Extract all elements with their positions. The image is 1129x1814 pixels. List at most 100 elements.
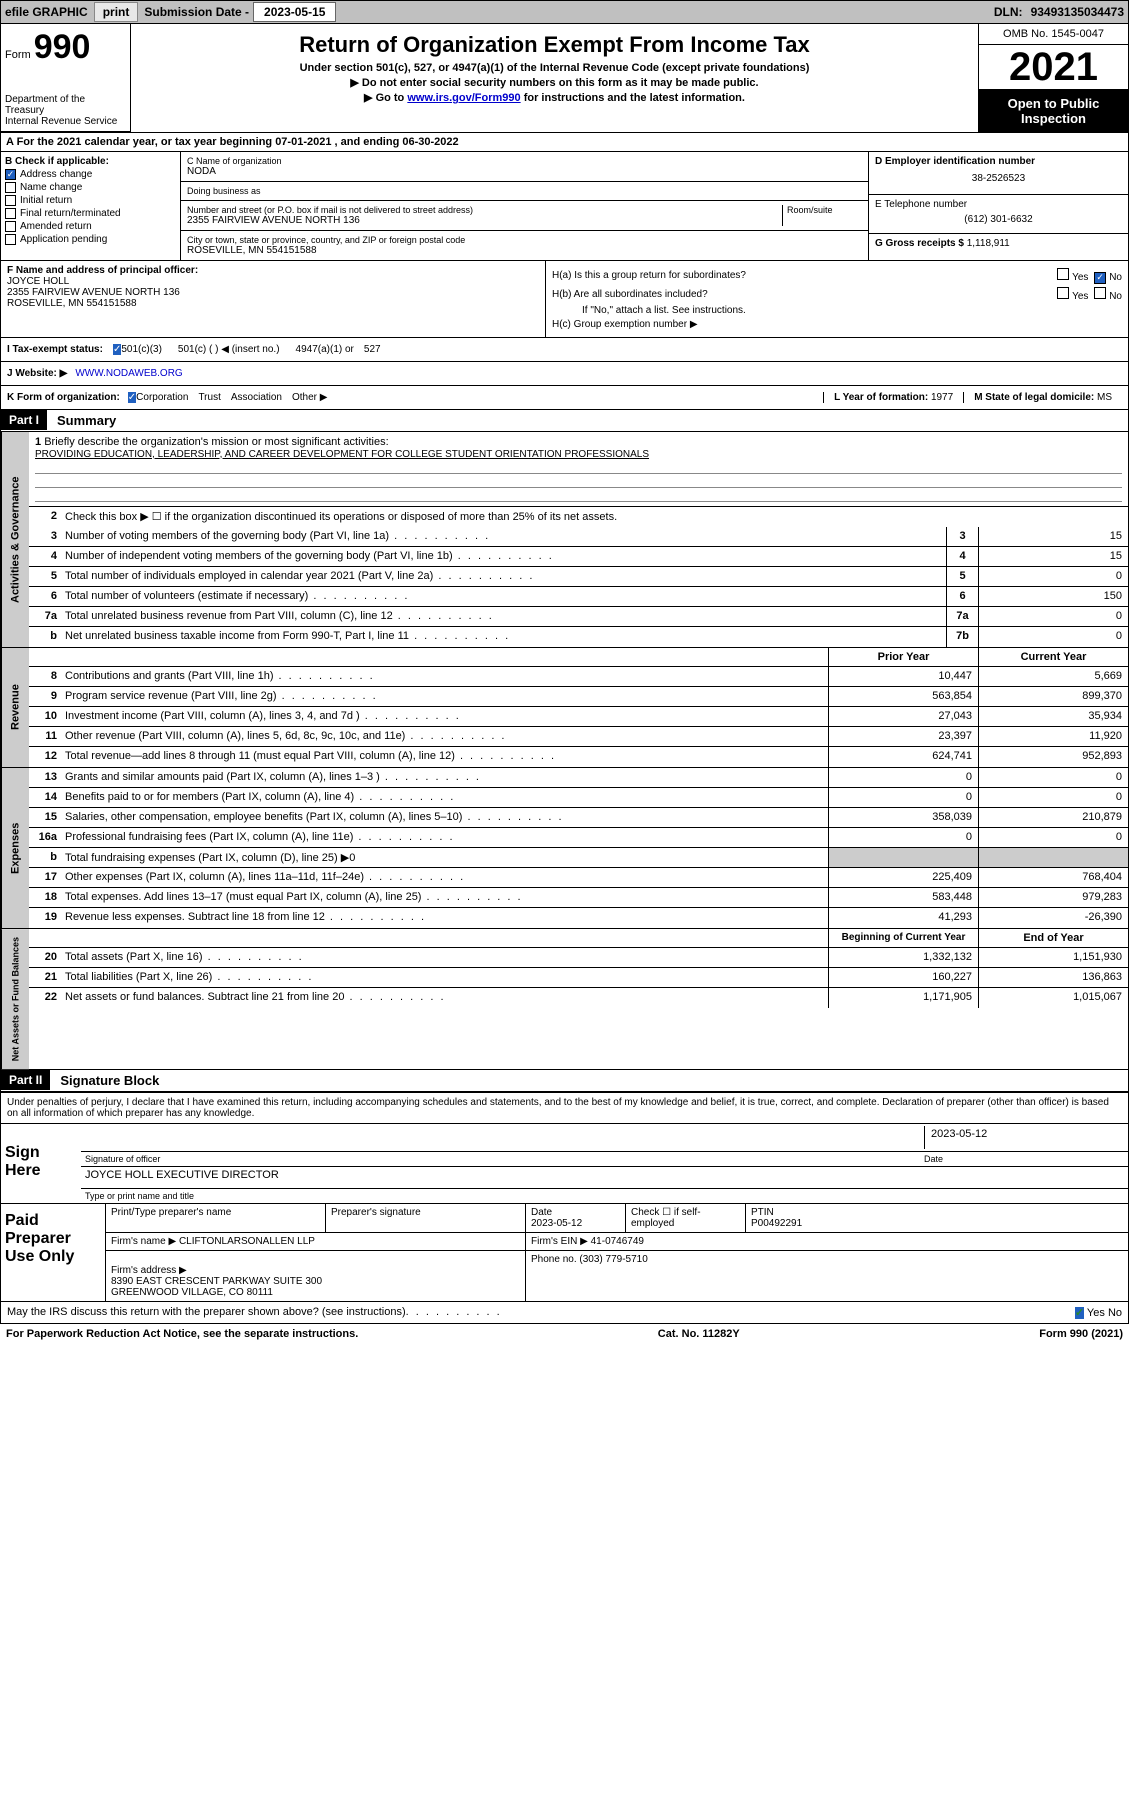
declaration-text: Under penalties of perjury, I declare th… <box>0 1093 1129 1124</box>
officer-name: JOYCE HOLL EXECUTIVE DIRECTOR <box>85 1169 279 1186</box>
prep-date-label: Date <box>531 1207 620 1218</box>
sig-officer-label: Signature of officer <box>85 1154 924 1164</box>
expense-line: 18Total expenses. Add lines 13–17 (must … <box>29 888 1128 908</box>
section-bcdeg: B Check if applicable: ✓Address changeNa… <box>0 152 1129 261</box>
expense-line: 15Salaries, other compensation, employee… <box>29 808 1128 828</box>
section-fh: F Name and address of principal officer:… <box>0 261 1129 338</box>
firm-name-value: CLIFTONLARSONALLEN LLP <box>179 1236 315 1247</box>
line2-desc: Check this box ▶ ☐ if the organization d… <box>61 507 1128 527</box>
b-check-item: Name change <box>5 182 176 193</box>
b-header: B Check if applicable: <box>5 156 176 167</box>
tax-exempt-status-row: I Tax-exempt status: ✓ 501(c)(3) 501(c) … <box>0 338 1129 362</box>
ha-no-checkbox[interactable]: ✓ <box>1094 272 1106 284</box>
form-subtitle-1: Under section 501(c), 527, or 4947(a)(1)… <box>139 62 970 74</box>
hc-label: H(c) Group exemption number ▶ <box>552 319 698 330</box>
website-link[interactable]: WWW.NODAWEB.ORG <box>75 368 182 379</box>
summary-line: 6Total number of volunteers (estimate if… <box>29 587 1128 607</box>
b-check-label: Name change <box>20 182 82 193</box>
hb-note: If "No," attach a list. See instructions… <box>552 305 1122 316</box>
hb-no-checkbox[interactable] <box>1094 287 1106 299</box>
part-1: Part I Summary Activities & Governance 1… <box>0 410 1129 1070</box>
city-label: City or town, state or province, country… <box>187 235 862 245</box>
d-value: 38-2526523 <box>875 167 1122 190</box>
vtab-expenses: Expenses <box>1 768 29 928</box>
col-end: End of Year <box>978 929 1128 947</box>
b-check-item: Initial return <box>5 195 176 206</box>
k-corp-checkbox[interactable]: ✓ <box>128 392 136 403</box>
dba-label: Doing business as <box>187 186 862 196</box>
sign-here-label: Sign Here <box>1 1124 81 1203</box>
part1-name: Summary <box>47 410 126 431</box>
net-assets-line: 22Net assets or fund balances. Subtract … <box>29 988 1128 1008</box>
part2-name: Signature Block <box>50 1070 169 1091</box>
room-label: Room/suite <box>787 205 858 215</box>
revenue-line: 8Contributions and grants (Part VIII, li… <box>29 667 1128 687</box>
phone-label: Phone no. <box>531 1254 577 1265</box>
summary-line: 4Number of independent voting members of… <box>29 547 1128 567</box>
discuss-yes-checkbox[interactable]: ✓ <box>1075 1307 1084 1319</box>
hb-yes-checkbox[interactable] <box>1057 287 1069 299</box>
hb-label: H(b) Are all subordinates included? <box>552 289 708 300</box>
footer-mid: Cat. No. 11282Y <box>658 1328 740 1340</box>
firm-addr-label: Firm's address ▶ <box>111 1265 187 1276</box>
prep-sig-label: Preparer's signature <box>326 1204 526 1232</box>
ha-label: H(a) Is this a group return for subordin… <box>552 270 746 281</box>
website-row: J Website: ▶ WWW.NODAWEB.ORG <box>0 362 1129 386</box>
i-label: I Tax-exempt status: <box>7 344 103 355</box>
print-button[interactable]: print <box>94 2 139 22</box>
i-501c3-checkbox[interactable]: ✓ <box>113 344 121 355</box>
sig-date: 2023-05-12 <box>924 1126 1124 1149</box>
col-beginning: Beginning of Current Year <box>828 929 978 947</box>
prep-date-value: 2023-05-12 <box>531 1218 620 1229</box>
b-checkbox-4[interactable] <box>5 221 16 232</box>
e-label: E Telephone number <box>875 199 1122 210</box>
summary-line: 7aTotal unrelated business revenue from … <box>29 607 1128 627</box>
ptin-label: PTIN <box>751 1207 1123 1218</box>
footer-left: For Paperwork Reduction Act Notice, see … <box>6 1328 358 1340</box>
firm-addr-value: 8390 EAST CRESCENT PARKWAY SUITE 300 GRE… <box>111 1276 322 1298</box>
sign-here-section: Sign Here 2023-05-12 Signature of office… <box>0 1124 1129 1204</box>
b-check-label: Amended return <box>20 221 92 232</box>
paid-preparer-section: Paid Preparer Use Only Print/Type prepar… <box>0 1204 1129 1302</box>
city-value: ROSEVILLE, MN 554151588 <box>187 245 862 256</box>
prep-name-label: Print/Type preparer's name <box>106 1204 326 1232</box>
f-name: JOYCE HOLL <box>7 276 539 287</box>
vtab-net-assets: Net Assets or Fund Balances <box>1 929 29 1069</box>
form-word: Form <box>5 49 31 61</box>
form-subtitle-2: ▶ Do not enter social security numbers o… <box>139 76 970 89</box>
form-number: 990 <box>34 28 91 66</box>
vtab-revenue: Revenue <box>1 648 29 767</box>
b-check-label: Initial return <box>20 195 72 206</box>
irs-link[interactable]: www.irs.gov/Form990 <box>407 92 520 104</box>
g-label: G Gross receipts $ <box>875 238 964 249</box>
public-inspection-badge: Open to Public Inspection <box>979 90 1128 132</box>
k-label: K Form of organization: <box>7 392 120 403</box>
l-label: L Year of formation: <box>834 392 928 403</box>
expense-line: 14Benefits paid to or for members (Part … <box>29 788 1128 808</box>
ptin-value: P00492291 <box>751 1218 1123 1229</box>
ha-yes-checkbox[interactable] <box>1057 268 1069 280</box>
addr-label: Number and street (or P.O. box if mail i… <box>187 205 782 215</box>
sig-date-label: Date <box>924 1154 1124 1164</box>
summary-line: 5Total number of individuals employed in… <box>29 567 1128 587</box>
b-checkbox-0[interactable]: ✓ <box>5 169 16 180</box>
expense-line: 16aProfessional fundraising fees (Part I… <box>29 828 1128 848</box>
revenue-line: 9Program service revenue (Part VIII, lin… <box>29 687 1128 707</box>
b-checkbox-1[interactable] <box>5 182 16 193</box>
net-assets-line: 21Total liabilities (Part X, line 26)160… <box>29 968 1128 988</box>
col-current-year: Current Year <box>978 648 1128 666</box>
b-checkbox-5[interactable] <box>5 234 16 245</box>
self-employed-check: Check ☐ if self-employed <box>626 1204 746 1232</box>
m-label: M State of legal domicile: <box>974 392 1094 403</box>
b-checkbox-3[interactable] <box>5 208 16 219</box>
part1-tag: Part I <box>1 410 47 430</box>
expense-line: 17Other expenses (Part IX, column (A), l… <box>29 868 1128 888</box>
addr-value: 2355 FAIRVIEW AVENUE NORTH 136 <box>187 215 782 226</box>
department-label: Department of the Treasury Internal Reve… <box>1 90 131 132</box>
line1-desc: Briefly describe the organization's miss… <box>44 436 388 448</box>
b-check-label: Final return/terminated <box>20 208 121 219</box>
b-checkbox-2[interactable] <box>5 195 16 206</box>
page-footer: For Paperwork Reduction Act Notice, see … <box>0 1324 1129 1344</box>
dln-value: 93493135034473 <box>1027 5 1128 19</box>
g-value: 1,118,911 <box>967 238 1010 249</box>
